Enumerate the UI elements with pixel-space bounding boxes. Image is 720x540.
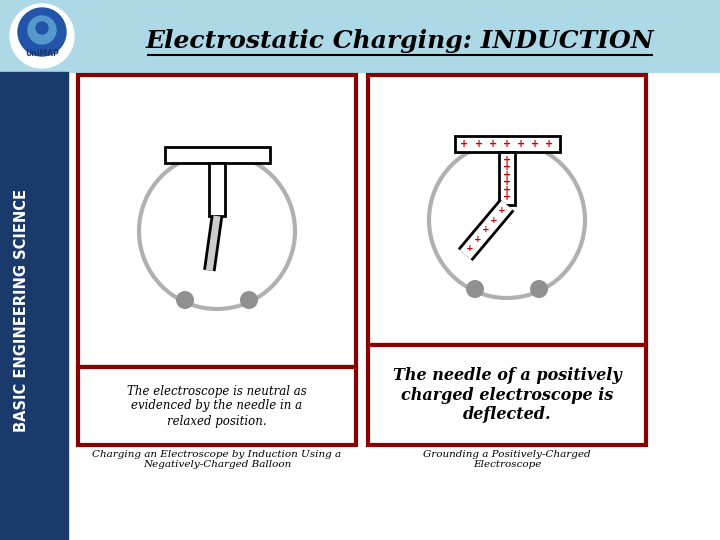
Bar [0, 0, 720, 72]
Circle shape [466, 280, 484, 298]
Text: +: + [474, 235, 482, 244]
Text: Grounding a Positively-Charged
Electroscope: Grounding a Positively-Charged Electrosc… [423, 450, 591, 469]
Text: UniMAP: UniMAP [25, 49, 59, 57]
Text: +: + [503, 139, 511, 149]
Bar [368, 75, 646, 345]
Bar [454, 136, 559, 152]
Text: +: + [503, 163, 511, 172]
Text: +: + [503, 192, 511, 202]
Text: +: + [489, 139, 497, 149]
Bar [78, 367, 356, 445]
Text: +: + [503, 185, 511, 194]
Bar [0, 72, 68, 540]
Text: +: + [503, 170, 511, 180]
Text: Charging an Electroscope by Induction Using a
Negatively-Charged Balloon: Charging an Electroscope by Induction Us… [92, 450, 341, 469]
Bar [209, 163, 225, 216]
Text: +: + [546, 139, 554, 149]
Text: +: + [517, 139, 525, 149]
Text: +: + [498, 206, 505, 215]
Text: The needle of a positively
charged electroscope is
deflected.: The needle of a positively charged elect… [392, 367, 621, 423]
Circle shape [18, 8, 66, 56]
Circle shape [240, 291, 258, 309]
Circle shape [176, 291, 194, 309]
Text: The electroscope is neutral as
evidenced by the needle in a
relaxed position.: The electroscope is neutral as evidenced… [127, 384, 307, 428]
Text: +: + [503, 177, 511, 187]
Text: +: + [503, 155, 511, 165]
Text: BASIC ENGINEERING SCIENCE: BASIC ENGINEERING SCIENCE [14, 188, 30, 431]
Bar [78, 75, 356, 367]
Text: +: + [467, 244, 474, 253]
Text: +: + [474, 139, 482, 149]
Circle shape [36, 22, 48, 34]
Circle shape [10, 4, 74, 68]
Text: +: + [460, 139, 469, 149]
Circle shape [28, 16, 56, 44]
Text: Electrostatic Charging: INDUCTION: Electrostatic Charging: INDUCTION [145, 29, 654, 53]
Text: +: + [490, 216, 498, 225]
Text: +: + [482, 225, 490, 234]
Bar [499, 152, 515, 205]
Text: +: + [531, 139, 539, 149]
Bar [368, 345, 646, 445]
Bar [164, 147, 269, 163]
Circle shape [530, 280, 548, 298]
